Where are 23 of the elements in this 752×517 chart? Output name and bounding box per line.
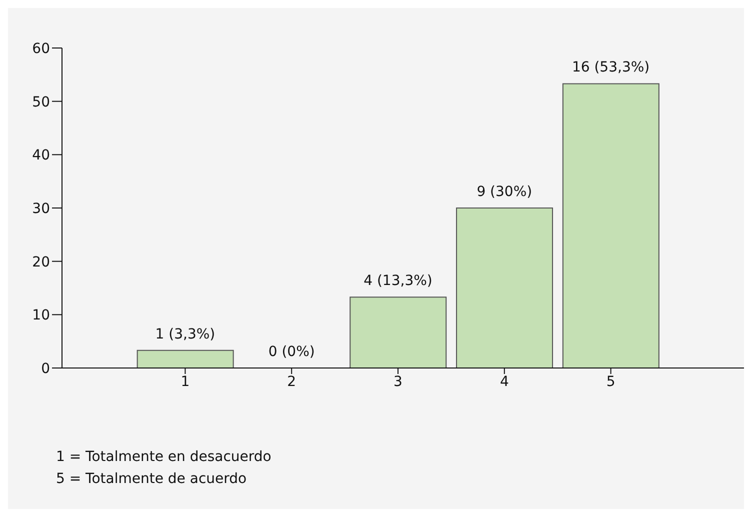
- y-tick-label: 50: [32, 94, 50, 110]
- bar: [562, 83, 660, 368]
- text: 1 = Totalmente en desacuerdo: [56, 448, 272, 467]
- x-tick-label: 5: [606, 374, 616, 390]
- x-tick-label: 4: [500, 374, 509, 390]
- data-label: 4 (13,3%): [364, 273, 432, 290]
- y-tick-label: 0: [41, 360, 50, 377]
- y-tick-label: 60: [32, 40, 50, 57]
- x-tick-label: 3: [394, 374, 402, 390]
- y-tick-label: 10: [32, 308, 50, 324]
- x-tick-label: 1: [180, 374, 190, 390]
- y-tick-label: 20: [32, 254, 50, 270]
- bar: [136, 350, 234, 368]
- data-label: 1 (3,3%): [155, 326, 216, 342]
- data-label: 16 (53,3%): [572, 60, 650, 76]
- y-tick-label: 30: [32, 200, 50, 217]
- text: 5 = Totalmente de acuerdo: [56, 470, 248, 489]
- data-label: 0 (0%): [268, 344, 315, 360]
- bar: [456, 208, 554, 368]
- y-tick-label: 40: [32, 148, 50, 164]
- data-label: 9 (30%): [476, 184, 532, 200]
- bar: [350, 296, 447, 368]
- x-tick-label: 2: [287, 374, 296, 390]
